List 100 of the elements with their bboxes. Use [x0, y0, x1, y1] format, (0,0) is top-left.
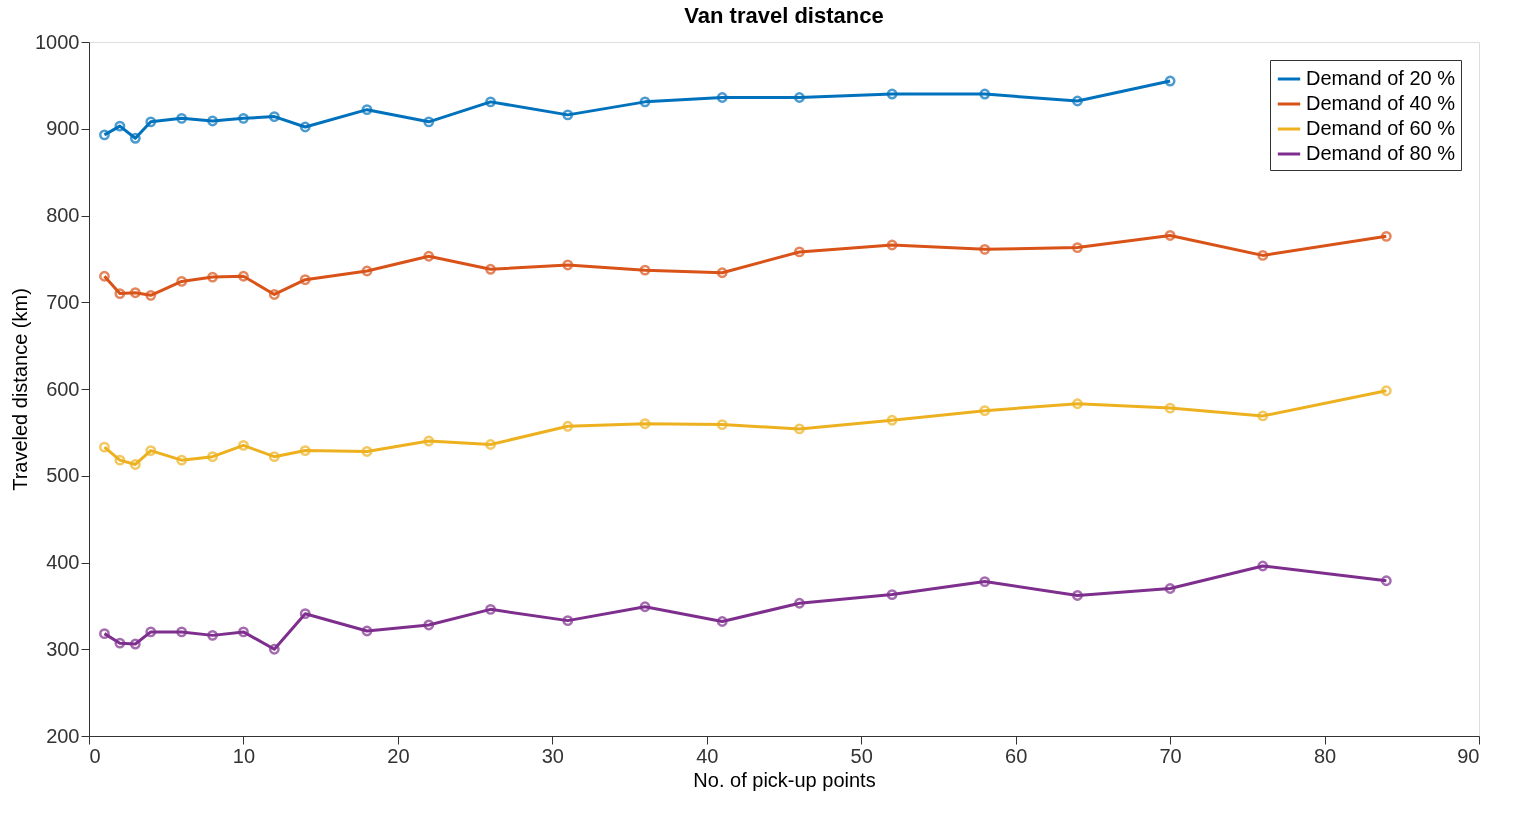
point	[299, 608, 311, 620]
point	[716, 419, 728, 430]
point	[485, 263, 496, 275]
legend-label: Demand of 40 %	[1306, 92, 1456, 114]
point	[361, 265, 373, 277]
point	[1072, 398, 1083, 410]
y-tick-label: 1000	[35, 30, 80, 53]
point	[129, 132, 141, 144]
point	[176, 454, 188, 466]
point	[114, 454, 126, 466]
point	[423, 619, 435, 631]
point	[639, 96, 651, 108]
point	[979, 576, 991, 588]
point	[176, 112, 188, 124]
point	[562, 109, 574, 121]
y-tick-label: 300	[46, 637, 80, 660]
point	[207, 451, 218, 463]
x-tick-label: 50	[850, 744, 873, 767]
point	[268, 289, 280, 300]
point	[176, 626, 188, 638]
point	[114, 637, 126, 649]
point	[562, 420, 574, 432]
point	[794, 597, 805, 609]
point	[423, 116, 435, 128]
y-tick-label: 200	[46, 724, 80, 747]
point	[129, 287, 141, 299]
point	[238, 626, 249, 638]
point	[1164, 583, 1176, 594]
point	[562, 615, 574, 627]
x-tick-label: 0	[89, 744, 101, 767]
point	[886, 239, 898, 251]
y-tick-label: 500	[46, 464, 80, 487]
point	[639, 601, 651, 613]
point	[979, 88, 991, 100]
point	[562, 259, 574, 271]
point	[361, 104, 373, 116]
point	[207, 629, 218, 641]
point	[299, 121, 311, 133]
point	[268, 451, 280, 463]
point	[979, 243, 991, 255]
point	[716, 267, 728, 279]
point	[129, 638, 141, 650]
point	[485, 439, 496, 450]
point	[794, 246, 805, 258]
point	[1072, 242, 1083, 254]
legend-label: Demand of 20 %	[1306, 67, 1456, 89]
point	[114, 288, 126, 299]
x-tick-label: 80	[1313, 744, 1337, 767]
point	[1257, 560, 1269, 572]
legend-label: Demand of 60 %	[1306, 117, 1456, 139]
point	[238, 439, 249, 451]
point	[207, 271, 218, 283]
point	[114, 120, 126, 132]
y-axis-title: Traveled distance (km)	[9, 288, 32, 491]
point	[268, 111, 280, 123]
point	[1257, 410, 1269, 422]
y-tick-label: 800	[46, 204, 80, 226]
point	[423, 435, 435, 447]
point	[238, 270, 249, 282]
x-tick-label: 90	[1457, 744, 1480, 767]
y-tick-label: 700	[46, 290, 80, 313]
point	[1164, 230, 1176, 241]
point	[207, 115, 218, 127]
point	[145, 445, 157, 457]
point	[716, 616, 728, 627]
x-tick-label: 40	[696, 744, 719, 767]
point	[639, 264, 651, 276]
point	[1072, 590, 1083, 601]
point	[1164, 402, 1176, 414]
point	[794, 423, 805, 435]
point	[639, 418, 651, 430]
y-tick-label: 900	[46, 117, 80, 140]
y-tick-label: 600	[46, 377, 80, 400]
point	[1072, 95, 1083, 107]
point	[886, 414, 898, 426]
point	[238, 112, 249, 124]
point	[299, 274, 311, 286]
chart-title: Van travel distance	[684, 3, 884, 28]
point	[145, 116, 157, 128]
point	[485, 96, 496, 108]
x-axis-title: No. of pick-up points	[693, 768, 876, 791]
point	[1257, 249, 1269, 261]
y-tick-label: 400	[46, 551, 80, 573]
x-tick-label: 70	[1159, 744, 1182, 767]
point	[794, 92, 805, 103]
point	[361, 446, 373, 457]
point	[423, 250, 435, 262]
point	[979, 405, 991, 417]
x-tick-label: 20	[387, 744, 410, 767]
point	[268, 643, 280, 655]
point	[361, 625, 373, 637]
point	[299, 445, 311, 457]
x-tick-label: 30	[541, 744, 564, 767]
point	[886, 88, 898, 100]
point	[129, 459, 141, 470]
point	[176, 276, 188, 287]
point	[145, 626, 157, 638]
x-tick-label: 10	[232, 744, 256, 767]
point	[716, 92, 728, 103]
point	[145, 289, 157, 301]
